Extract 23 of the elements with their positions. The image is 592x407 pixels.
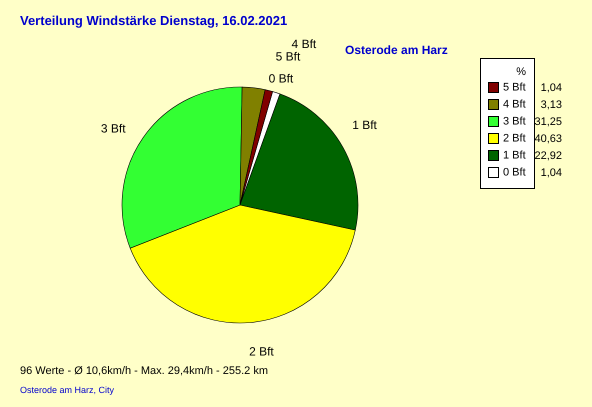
legend-label: 3 Bft: [503, 116, 526, 128]
chart-title: Verteilung Windstärke Dienstag, 16.02.2021: [20, 13, 288, 28]
slice-label: 1 Bft: [352, 118, 378, 132]
legend-label: 5 Bft: [503, 82, 526, 94]
legend-label: 4 Bft: [503, 98, 526, 110]
legend-label: 2 Bft: [503, 132, 526, 144]
data-label: 3,13: [540, 99, 562, 111]
text: 96 Werte - Ø 10,6km/h - Max. 29,4km/h - 255.2 km: [20, 365, 268, 377]
legend-title: %: [516, 66, 526, 78]
data-label: 40,63: [534, 133, 562, 145]
data-label: 31,25: [534, 116, 562, 128]
category-label: 4 Bft: [292, 37, 316, 52]
data-label: 1,04: [540, 167, 562, 179]
legend-label: 1 Bft: [503, 150, 526, 162]
legend-label: 0 Bft: [503, 166, 526, 178]
slice-label: 0 Bft: [268, 71, 294, 86]
chart-subtitle: Osterode am Harz: [345, 43, 448, 57]
data-label: 1,04: [540, 82, 562, 94]
slice-label: 5 Bft: [276, 50, 301, 64]
slice-label: 2 Bft: [249, 344, 274, 358]
slice-label: 3 Bft: [100, 122, 126, 136]
data-label: 22,92: [534, 150, 562, 162]
text: Osterode am Harz, City: [20, 385, 115, 395]
